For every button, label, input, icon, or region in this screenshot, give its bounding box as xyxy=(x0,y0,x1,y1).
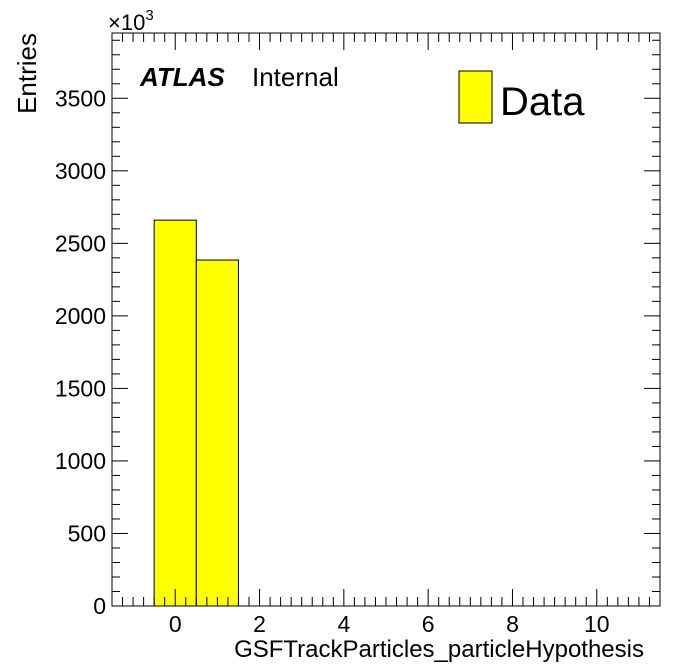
y-multiplier-exponent: 3 xyxy=(145,7,153,24)
legend: Data xyxy=(458,70,585,124)
atlas-label: ATLAS xyxy=(139,62,225,92)
x-tick-label: 10 xyxy=(584,611,610,637)
x-axis-ticks xyxy=(111,33,661,606)
y-tick-label: 500 xyxy=(68,520,106,546)
y-axis-ticks xyxy=(112,39,660,607)
x-tick-label: 8 xyxy=(506,611,519,637)
y-tick-label: 2000 xyxy=(55,303,106,329)
y-tick-labels: 0 500 1000 1500 2000 2500 3000 3500 xyxy=(55,85,106,619)
y-tick-label: 1500 xyxy=(55,375,106,401)
x-tick-label: 6 xyxy=(422,611,435,637)
histogram-bar xyxy=(153,219,197,607)
legend-label-data: Data xyxy=(500,80,585,124)
x-tick-labels: 0 2 4 6 8 10 xyxy=(169,611,610,637)
y-tick-label: 3500 xyxy=(55,85,106,111)
y-tick-label: 3000 xyxy=(55,158,106,184)
x-tick-label: 4 xyxy=(337,611,350,637)
y-axis-label: Entries xyxy=(12,33,42,114)
x-tick-label: 0 xyxy=(169,611,182,637)
histogram-bar xyxy=(195,259,239,607)
legend-swatch-data xyxy=(458,70,493,124)
bars-group xyxy=(153,219,239,607)
atlas-sublabel: Internal xyxy=(252,62,339,92)
x-axis-label: GSFTrackParticles_particleHypothesis xyxy=(234,636,644,663)
x-tick-label: 2 xyxy=(253,611,266,637)
y-multiplier-prefix: ×10 xyxy=(108,10,145,35)
y-tick-label: 2500 xyxy=(55,230,106,256)
y-axis-multiplier: ×103 xyxy=(108,7,154,35)
y-tick-label: 0 xyxy=(93,593,106,619)
y-tick-label: 1000 xyxy=(55,448,106,474)
